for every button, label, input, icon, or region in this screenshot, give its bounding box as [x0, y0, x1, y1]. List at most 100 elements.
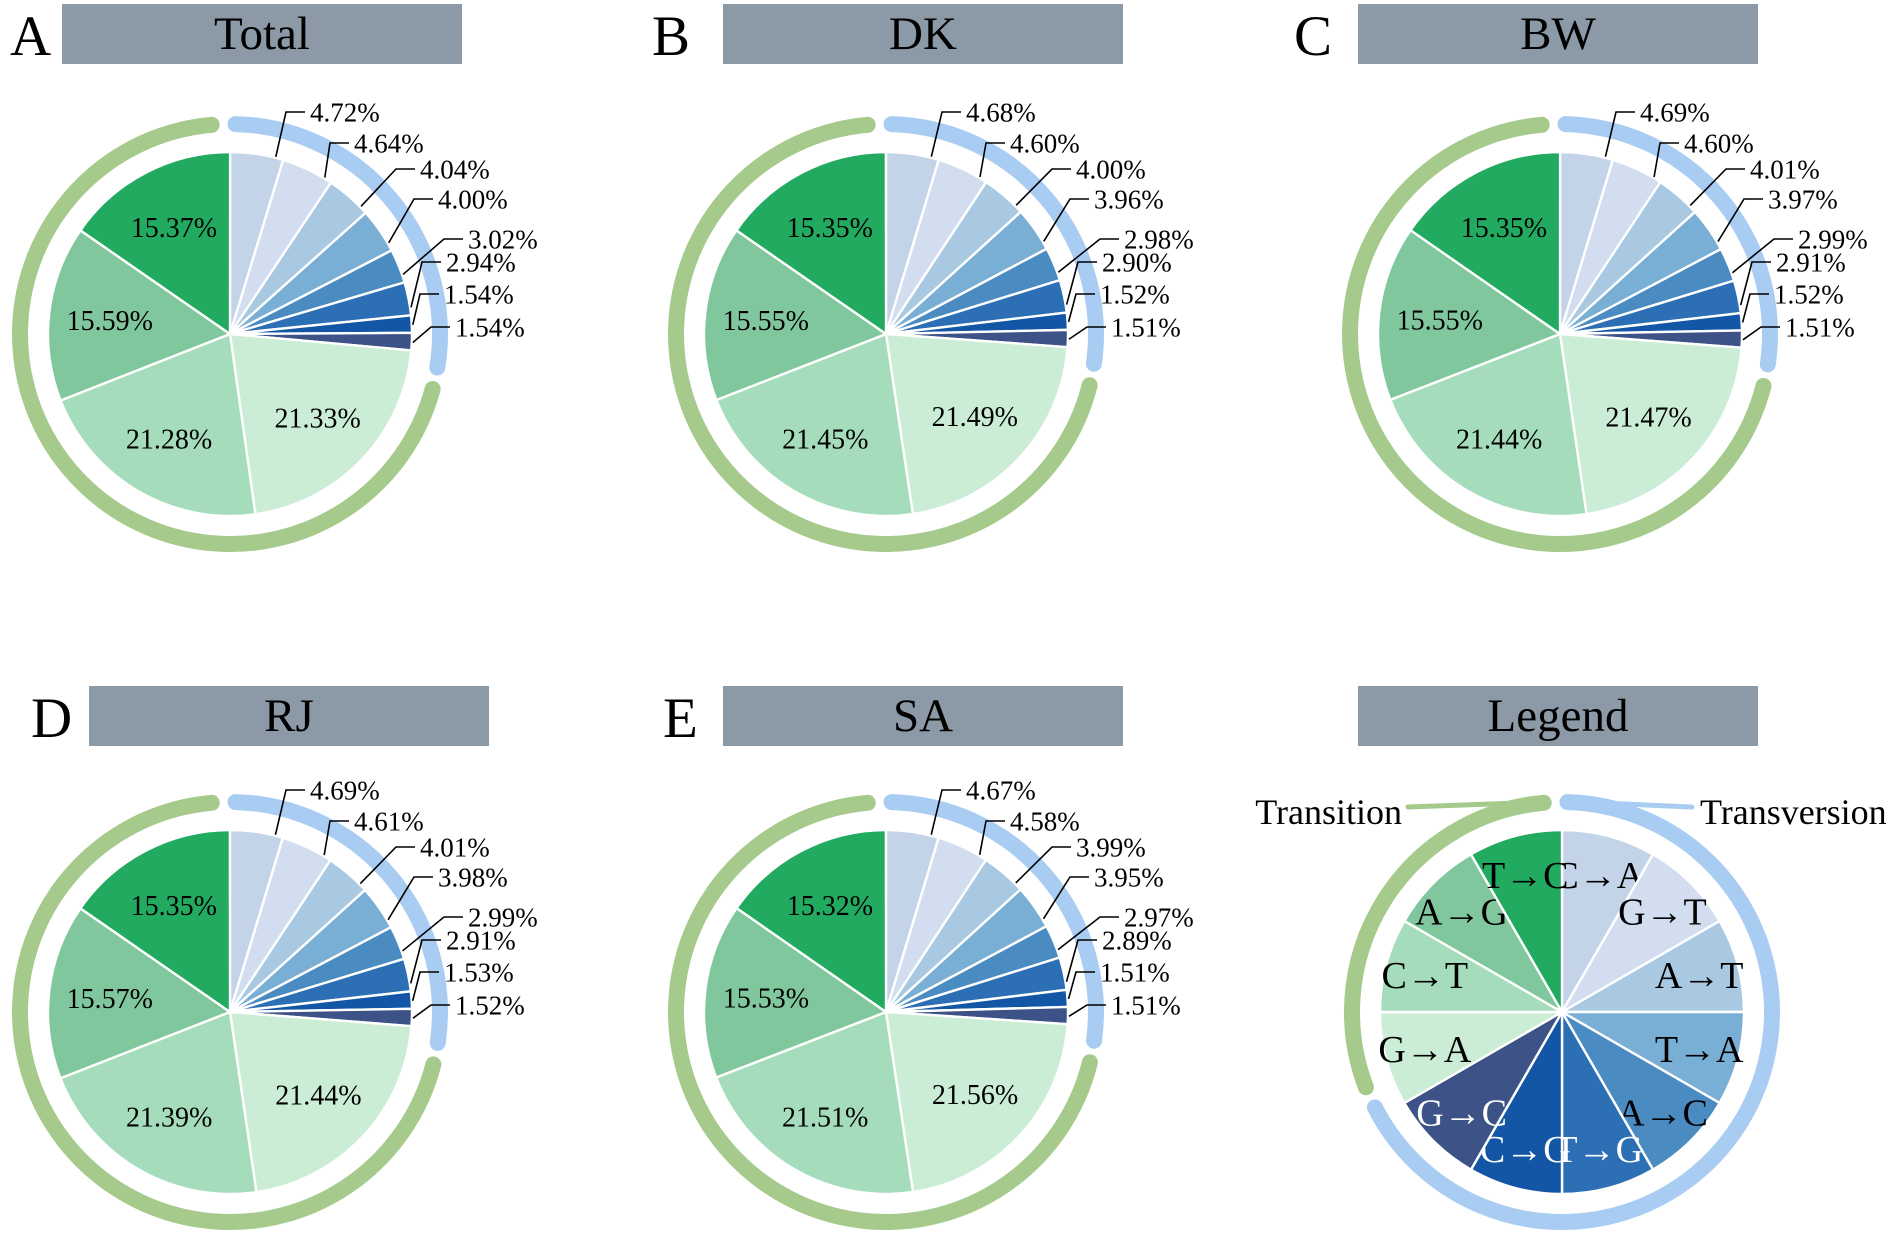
pie-slice-total-T-to-C: [79, 150, 232, 336]
leader-line-sa-T-to-G: [1065, 939, 1097, 982]
panel-letter-a: A: [10, 5, 52, 68]
pct-label-dk-G-to-A: 21.49%: [932, 402, 1018, 433]
legend-slice-label-A-to-T: A→T: [1655, 955, 1744, 997]
pie-slice-sa-G-to-A: [884, 1010, 1069, 1194]
leader-line-dk-C-to-G: [1067, 293, 1095, 323]
pct-label-dk-G-to-T: 4.60%: [1010, 129, 1080, 159]
pie-slice-bw-C-to-T: [1389, 332, 1588, 518]
pct-label-total-T-to-A: 4.00%: [438, 185, 508, 215]
leader-line-sa-A-to-T: [1015, 846, 1071, 884]
transversion-label: Transversion: [1700, 792, 1887, 832]
transition-arc-bw: [1342, 116, 1772, 552]
legend-transition-arc: [1344, 794, 1552, 1096]
leader-line-total-A-to-C: [402, 238, 463, 276]
pct-label-total-C-to-A: 4.72%: [310, 98, 380, 128]
legend-slice-G-to-A: [1378, 1010, 1564, 1105]
legend-slice-label-T-to-A: T→A: [1655, 1029, 1744, 1071]
panel-title-bw: BW: [1520, 7, 1596, 60]
pie-slice-rj-G-to-A: [228, 1010, 413, 1194]
leader-line-bw-A-to-T: [1689, 168, 1745, 207]
legend-slice-label-T-to-C: T→C: [1482, 855, 1569, 897]
title-bar-dk: DK: [723, 4, 1123, 64]
pie-slice-sa-C-to-T: [714, 1010, 915, 1196]
pct-label-bw-C-to-G: 1.52%: [1774, 280, 1844, 310]
pct-label-bw-C-to-A: 4.69%: [1640, 98, 1710, 128]
pie-slice-dk-T-to-C: [735, 150, 888, 336]
legend-slice-A-to-C: [1560, 1010, 1721, 1171]
legend-slice-G-to-T: [1560, 853, 1721, 1014]
pct-label-sa-C-to-G: 1.51%: [1100, 958, 1170, 988]
legend-slice-A-to-G: [1403, 853, 1564, 1014]
leader-line-bw-A-to-C: [1731, 238, 1793, 274]
pct-label-sa-A-to-G: 15.53%: [723, 984, 809, 1015]
leader-line-sa-C-to-G: [1067, 971, 1095, 1000]
leader-line-dk-G-to-T: [979, 142, 1005, 178]
leader-line-dk-A-to-C: [1057, 238, 1119, 273]
title-bar-bw: BW: [1358, 4, 1758, 64]
leader-line-dk-T-to-A: [1043, 198, 1089, 242]
panel-letter-b: B: [652, 5, 691, 68]
panel-title-rj: RJ: [264, 689, 314, 742]
pie-slice-rj-A-to-G: [46, 907, 232, 1080]
pct-label-dk-A-to-C: 2.98%: [1124, 225, 1194, 255]
leader-line-total-C-to-G: [411, 293, 439, 326]
pct-label-dk-C-to-G: 1.52%: [1100, 280, 1170, 310]
panel-title-total: Total: [214, 7, 310, 60]
pct-label-total-A-to-G: 15.59%: [67, 306, 153, 337]
leader-line-sa-C-to-A: [930, 789, 961, 835]
pct-label-bw-T-to-G: 2.91%: [1776, 248, 1846, 278]
pct-label-bw-G-to-A: 21.47%: [1605, 402, 1691, 433]
leader-line-rj-G-to-C: [412, 1004, 450, 1019]
pct-label-bw-T-to-C: 15.35%: [1461, 213, 1547, 244]
pct-label-bw-A-to-T: 4.01%: [1750, 155, 1820, 185]
pct-label-sa-T-to-C: 15.32%: [787, 891, 873, 922]
leader-line-rj-C-to-A: [274, 789, 305, 835]
pie-slice-dk-C-to-T: [715, 332, 915, 518]
pie-slice-bw-T-to-C: [1409, 150, 1562, 336]
leader-line-dk-A-to-T: [1015, 168, 1071, 206]
pie-slice-total-C-to-T: [59, 332, 257, 518]
pie-slice-total-A-to-G: [46, 229, 232, 402]
pct-label-bw-C-to-T: 21.44%: [1456, 425, 1542, 456]
leader-line-rj-A-to-T: [359, 846, 415, 885]
leader-line-rj-T-to-G: [409, 939, 441, 984]
leader-line-total-C-to-A: [275, 111, 305, 158]
legend-transversion-arc: [1366, 794, 1780, 1230]
legend-slice-label-G-to-C: G→C: [1416, 1092, 1507, 1134]
pct-label-rj-G-to-T: 4.61%: [354, 807, 424, 837]
pct-label-dk-G-to-C: 1.51%: [1111, 313, 1181, 343]
pct-label-sa-T-to-G: 2.89%: [1102, 926, 1172, 956]
leader-line-sa-A-to-C: [1057, 916, 1119, 951]
legend-slice-T-to-G: [1560, 1010, 1655, 1196]
transversion-arc-bw: [1557, 116, 1778, 373]
leader-line-total-G-to-C: [412, 326, 450, 344]
legend-slice-label-A-to-G: A→G: [1415, 892, 1508, 934]
pct-label-sa-G-to-C: 1.51%: [1111, 991, 1181, 1021]
leader-line-rj-A-to-C: [402, 916, 463, 952]
transition-label: Transition: [1255, 792, 1402, 832]
pct-label-rj-A-to-G: 15.57%: [67, 984, 153, 1015]
pct-label-bw-T-to-A: 3.97%: [1768, 185, 1838, 215]
transversion-arc-sa: [883, 794, 1104, 1049]
legend-slice-C-to-G: [1469, 1010, 1564, 1196]
leader-line-bw-C-to-A: [1604, 111, 1635, 157]
legend-slice-T-to-C: [1469, 828, 1564, 1014]
pct-label-sa-A-to-T: 3.99%: [1076, 833, 1146, 863]
legend-slice-label-G-to-T: G→T: [1618, 892, 1707, 934]
leader-line-bw-T-to-A: [1717, 198, 1763, 243]
pct-label-sa-T-to-A: 3.95%: [1094, 863, 1164, 893]
pie-slice-sa-A-to-G: [702, 906, 888, 1079]
pct-label-bw-G-to-T: 4.60%: [1684, 129, 1754, 159]
pie-slice-rj-T-to-C: [79, 828, 232, 1014]
pct-label-total-A-to-T: 4.04%: [420, 155, 490, 185]
leader-line-total-T-to-A: [388, 198, 433, 244]
legend-slice-label-C-to-A: C→A: [1553, 855, 1644, 897]
legend-slice-label-C-to-G: C→G: [1480, 1129, 1571, 1171]
transition-arc-rj: [12, 794, 442, 1230]
title-bar-total: Total: [62, 4, 462, 64]
pct-label-rj-T-to-C: 15.35%: [131, 891, 217, 922]
pct-label-sa-G-to-A: 21.56%: [932, 1080, 1018, 1111]
transversion-arc-dk: [883, 116, 1104, 372]
pct-label-total-G-to-A: 21.33%: [274, 403, 360, 434]
